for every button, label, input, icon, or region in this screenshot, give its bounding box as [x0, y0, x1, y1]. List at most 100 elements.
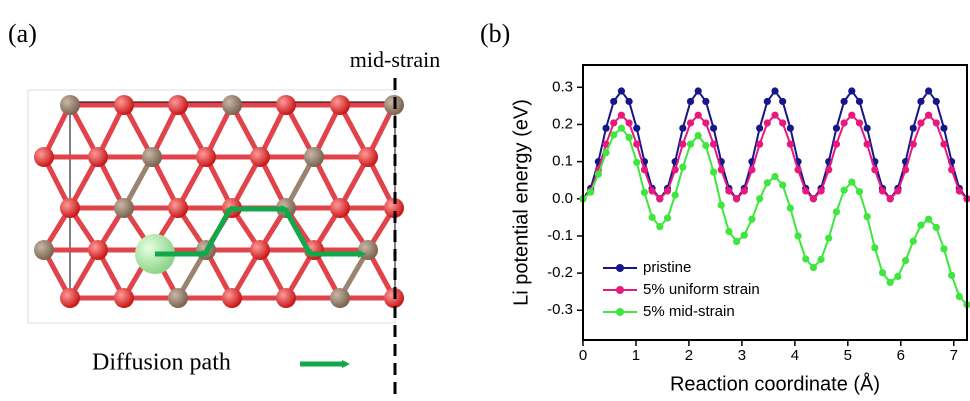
atom [168, 95, 188, 115]
point [610, 119, 618, 127]
x-tick-label: 0 [579, 347, 587, 364]
atom [222, 95, 242, 115]
point [794, 166, 802, 174]
point [940, 140, 948, 148]
divider-label: mid-strain [350, 47, 440, 72]
point [863, 213, 871, 221]
point [917, 221, 925, 229]
point [786, 204, 794, 212]
point [817, 187, 825, 195]
point [602, 140, 610, 148]
point [671, 191, 679, 199]
point [863, 124, 871, 132]
point [809, 263, 818, 272]
y-tick-label: 0.1 [552, 153, 573, 170]
structure [27, 89, 404, 324]
point [886, 278, 894, 286]
point [955, 187, 963, 195]
point [625, 133, 633, 142]
point [617, 87, 626, 95]
atom [114, 288, 134, 308]
plot-frame [582, 64, 968, 341]
y-tick-label: -0.1 [547, 227, 573, 244]
point [779, 119, 787, 127]
point [602, 124, 610, 132]
point [763, 179, 771, 187]
point [863, 140, 871, 148]
path-legend: Diffusion path [92, 350, 231, 376]
atom [330, 198, 350, 218]
point [817, 255, 825, 263]
point [602, 149, 610, 157]
point [917, 119, 925, 127]
point [633, 140, 641, 148]
x-tick-label: 1 [632, 347, 640, 364]
point [756, 140, 764, 148]
x-tick-label: 6 [897, 347, 905, 364]
point [825, 234, 833, 242]
point [702, 119, 710, 127]
point [625, 97, 633, 106]
point [686, 119, 695, 127]
point [955, 292, 963, 301]
point [786, 140, 794, 148]
point [794, 232, 802, 240]
point [748, 166, 756, 174]
point [894, 272, 902, 281]
point [948, 271, 956, 279]
point [717, 201, 725, 209]
point [671, 166, 679, 174]
point [779, 97, 787, 106]
atom [142, 147, 162, 167]
legend-marker [616, 264, 624, 272]
point [686, 140, 695, 148]
point [648, 187, 656, 195]
point [878, 187, 887, 195]
point [640, 188, 649, 197]
point [663, 187, 672, 195]
point [771, 87, 779, 95]
point [940, 124, 948, 132]
point [686, 97, 695, 106]
point [878, 269, 887, 277]
point [848, 178, 856, 186]
legend-marker [616, 286, 624, 294]
point [702, 142, 710, 150]
x-tick-label: 2 [685, 347, 693, 364]
y-tick-label: 0.2 [552, 115, 573, 132]
y-tick-label: 0.0 [552, 190, 573, 207]
point [832, 140, 841, 148]
atom [88, 240, 108, 260]
point [633, 158, 641, 166]
point [610, 131, 618, 139]
point [848, 111, 856, 119]
point [617, 111, 626, 119]
atom [330, 288, 350, 308]
point [694, 87, 702, 95]
point [917, 97, 925, 106]
point [932, 97, 940, 106]
point [640, 166, 649, 174]
point [709, 168, 718, 176]
series-line [583, 113, 967, 201]
point [756, 124, 764, 132]
point [594, 170, 602, 178]
atom [304, 147, 324, 167]
point [832, 124, 841, 132]
point [871, 244, 879, 252]
atom [196, 147, 216, 167]
atom [276, 95, 296, 115]
x-tick-label: 5 [844, 347, 852, 364]
point [909, 237, 917, 245]
panel-label: (b) [480, 19, 510, 48]
point [802, 187, 810, 195]
point [925, 215, 933, 223]
point [894, 187, 902, 195]
point [694, 132, 702, 140]
atom [114, 198, 134, 218]
point [840, 186, 848, 194]
x-tick-label: 7 [950, 347, 958, 364]
point [855, 97, 864, 106]
atom [250, 147, 270, 167]
